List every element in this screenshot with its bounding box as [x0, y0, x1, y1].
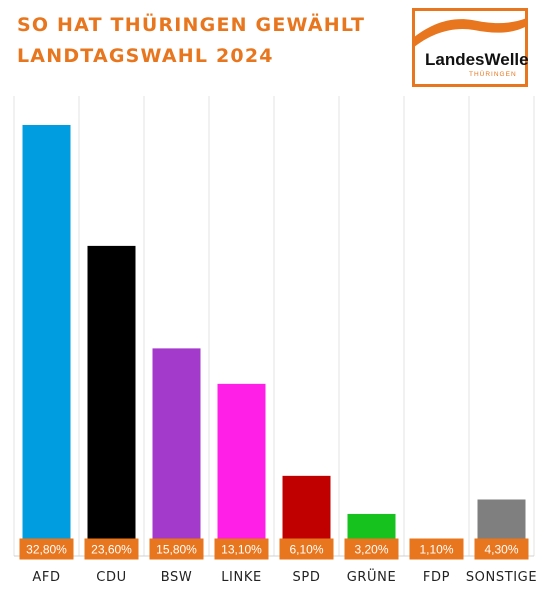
data-label-box — [474, 538, 529, 560]
bar-cdu — [87, 245, 136, 556]
data-label-box — [344, 538, 399, 560]
data-label-spd: 6,10% — [279, 538, 334, 560]
tick-label-sonstige: SONSTIGE — [466, 570, 537, 585]
tick-label-afd: AFD — [32, 570, 60, 585]
bar-linke — [217, 383, 266, 556]
tick-label-bsw: BSW — [161, 570, 193, 585]
logo-text: LandesWelle — [425, 50, 528, 69]
data-label-fdp: 1,10% — [409, 538, 464, 560]
data-label-text: 32,80% — [26, 543, 67, 557]
chart-title-line-1: SO HAT THÜRINGEN GEWÄHLT — [17, 14, 366, 36]
data-label-cdu: 23,60% — [84, 538, 139, 560]
data-label-gr-ne: 3,20% — [344, 538, 399, 560]
data-label-bsw: 15,80% — [149, 538, 204, 560]
data-label-sonstige: 4,30% — [474, 538, 529, 560]
data-label-box — [149, 538, 204, 560]
data-label-text: 1,10% — [419, 543, 453, 557]
chart-x-tick-labels: AFD CDU BSW LINKE SPD GRÜNE FDP SONSTIGE — [32, 568, 537, 585]
tick-label-cdu: CDU — [96, 570, 126, 585]
data-label-text: 4,30% — [484, 543, 518, 557]
data-label-text: 6,10% — [289, 543, 323, 557]
tick-label-gr-ne: GRÜNE — [347, 568, 397, 585]
chart-data-labels: 32,80% 23,60% 15,80% 13,10% 6,10% 3,20% 1,10% 4… — [19, 538, 529, 560]
data-label-box — [279, 538, 334, 560]
tick-label-linke: LINKE — [221, 570, 262, 585]
chart-title-line-2: LANDTAGSWAHL 2024 — [17, 45, 274, 67]
bar-afd — [22, 125, 71, 556]
landeswelle-logo: LandesWelle THÜRINGEN — [412, 8, 528, 87]
data-label-text: 3,20% — [354, 543, 388, 557]
tick-label-spd: SPD — [293, 570, 321, 585]
data-label-afd: 32,80% — [19, 538, 74, 560]
data-label-box — [84, 538, 139, 560]
data-label-text: 15,80% — [156, 543, 197, 557]
data-label-box — [214, 538, 269, 560]
bar-bsw — [152, 348, 201, 556]
tick-label-fdp: FDP — [423, 570, 450, 585]
data-label-box — [19, 538, 74, 560]
logo-subtext: THÜRINGEN — [469, 70, 517, 78]
data-label-box — [409, 538, 464, 560]
data-label-text: 23,60% — [91, 543, 132, 557]
data-label-linke: 13,10% — [214, 538, 269, 560]
data-label-text: 13,10% — [221, 543, 262, 557]
